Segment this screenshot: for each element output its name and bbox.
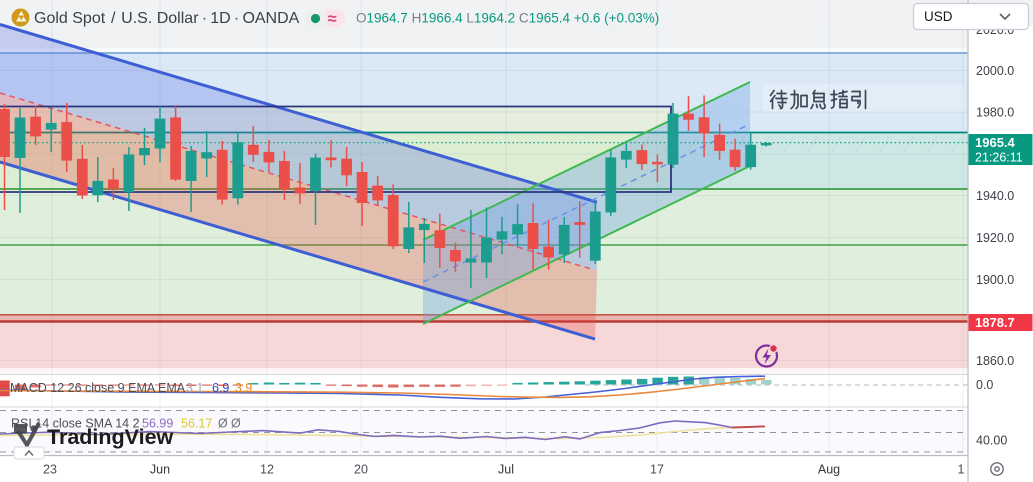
- svg-text:1900.0: 1900.0: [976, 273, 1014, 287]
- svg-text:O1964.7 H1966.4 L1964.2 C1965.: O1964.7 H1966.4 L1964.2 C1965.4 +0.6 (+0…: [356, 11, 659, 26]
- svg-text:1878.7: 1878.7: [975, 315, 1015, 330]
- svg-text:17: 17: [650, 463, 664, 477]
- svg-text:1: 1: [958, 463, 965, 477]
- svg-text:40.00: 40.00: [976, 433, 1007, 447]
- svg-text:MACD 12 26 close 9 EMA EMA3.16: MACD 12 26 close 9 EMA EMA3.1 6.9 3.9: [10, 381, 252, 395]
- svg-text:TradingView: TradingView: [47, 425, 174, 449]
- svg-text:Jul: Jul: [498, 463, 514, 477]
- svg-text:1940.0: 1940.0: [976, 189, 1014, 203]
- svg-text:1965.4: 1965.4: [975, 135, 1016, 150]
- svg-text:20: 20: [354, 463, 368, 477]
- svg-text:0.0: 0.0: [976, 378, 993, 392]
- svg-text:1920.0: 1920.0: [976, 231, 1014, 245]
- svg-text:21:26:11: 21:26:11: [975, 151, 1023, 165]
- svg-text:Gold Spot / U.S. Dollar · 1D: Gold Spot / U.S. Dollar · 1D · OANDA: [34, 10, 300, 27]
- svg-text:23: 23: [43, 463, 57, 477]
- svg-text:12: 12: [260, 463, 274, 477]
- svg-text:2000.0: 2000.0: [976, 64, 1014, 78]
- svg-text:1860.0: 1860.0: [976, 354, 1014, 368]
- svg-text:Jun: Jun: [150, 463, 170, 477]
- svg-text:≈: ≈: [328, 10, 337, 28]
- svg-text:1980.0: 1980.0: [976, 105, 1014, 119]
- svg-text:Aug: Aug: [818, 463, 840, 477]
- svg-text:USD: USD: [924, 9, 953, 24]
